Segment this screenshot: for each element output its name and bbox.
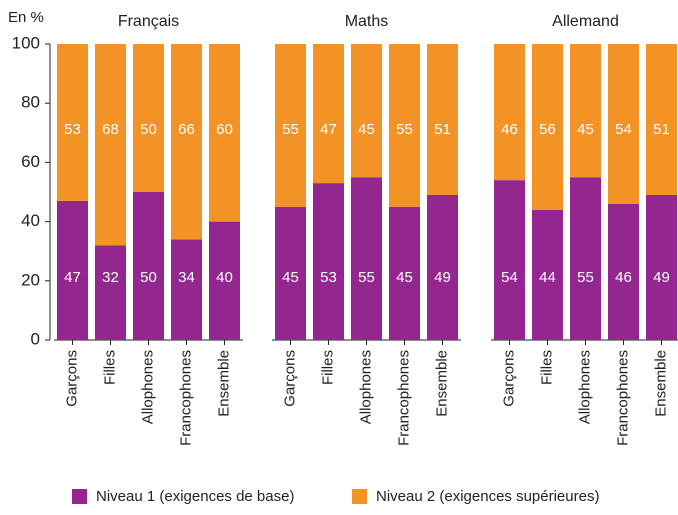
y-axis-label: En % [8,9,44,26]
y-tick-label: 40 [21,211,40,230]
x-tick-label: Allophones [139,350,156,424]
data-label: 66 [178,121,195,138]
bar-segment [351,44,382,178]
data-label: 49 [434,269,451,286]
data-label: 49 [653,269,670,286]
data-label: 45 [396,269,413,286]
bar-segment [57,44,88,201]
bar-segment [494,180,525,340]
data-label: 47 [320,121,337,138]
panel-title: Français [118,13,179,30]
x-tick-label: Filles [319,350,336,385]
x-tick-label: Francophones [614,350,631,446]
y-tick-label: 80 [21,93,40,112]
data-label: 51 [434,121,451,138]
y-tick-label: 0 [31,329,40,348]
x-tick-label: Francophones [177,350,194,446]
bar-segment [494,44,525,181]
x-tick-label: Allophones [576,350,593,424]
legend-label: Niveau 2 (exigences supérieures) [376,488,599,505]
data-label: 53 [64,121,81,138]
x-tick-label: Ensemble [652,350,669,417]
bar-segment [313,183,344,340]
bar-segment [427,44,458,195]
data-label: 68 [102,121,119,138]
bar-segment [608,203,639,340]
y-tick-label: 60 [21,152,40,171]
bar-segment [351,177,382,340]
bar-segment [209,44,240,222]
data-label: 46 [501,121,518,138]
x-tick-label: Francophones [395,350,412,446]
bar-segment [313,44,344,184]
bar-segment [646,194,677,340]
y-tick-label: 100 [12,33,40,52]
bar-segment [275,44,306,207]
data-label: 60 [216,121,233,138]
data-label: 56 [539,121,556,138]
legend-swatch [72,489,87,504]
data-label: 50 [140,269,157,286]
data-label: 47 [64,269,81,286]
data-label: 50 [140,121,157,138]
x-tick-label: Ensemble [433,350,450,417]
x-tick-label: Garçons [500,350,517,407]
data-label: 55 [577,269,594,286]
data-label: 32 [102,269,119,286]
data-label: 46 [615,269,632,286]
data-label: 55 [396,121,413,138]
legend-swatch [352,489,367,504]
x-tick-label: Allophones [357,350,374,424]
x-tick-label: Ensemble [215,350,232,417]
bar-segment [532,44,563,210]
bar-segment [275,206,306,340]
data-label: 53 [320,269,337,286]
data-label: 54 [501,269,518,286]
data-label: 45 [577,121,594,138]
data-label: 34 [178,269,195,286]
x-tick-label: Filles [538,350,555,385]
data-label: 55 [282,121,299,138]
legend-label: Niveau 1 (exigences de base) [96,488,294,505]
bar-segment [133,192,164,340]
panel-title: Maths [345,13,389,30]
x-tick-label: Garçons [281,350,298,407]
bar-segment [389,44,420,207]
bar-segment [95,245,126,340]
y-tick-label: 20 [21,270,40,289]
data-label: 40 [216,269,233,286]
bar-segment [171,44,202,240]
bar-segment [532,209,563,340]
bar-segment [57,200,88,340]
x-tick-label: Garçons [63,350,80,407]
data-label: 44 [539,269,556,286]
bar-segment [646,44,677,195]
panel-title: Allemand [552,13,619,30]
x-tick-label: Filles [101,350,118,385]
data-label: 54 [615,121,632,138]
data-label: 45 [358,121,375,138]
bar-segment [95,44,126,246]
bar-segment [389,206,420,340]
bar-segment [608,44,639,204]
bar-segment [171,239,202,340]
bar-segment [570,177,601,340]
bar-segment [427,194,458,340]
data-label: 55 [358,269,375,286]
bar-segment [570,44,601,178]
data-label: 51 [653,121,670,138]
bar-segment [133,44,164,192]
bar-segment [209,221,240,340]
data-label: 45 [282,269,299,286]
